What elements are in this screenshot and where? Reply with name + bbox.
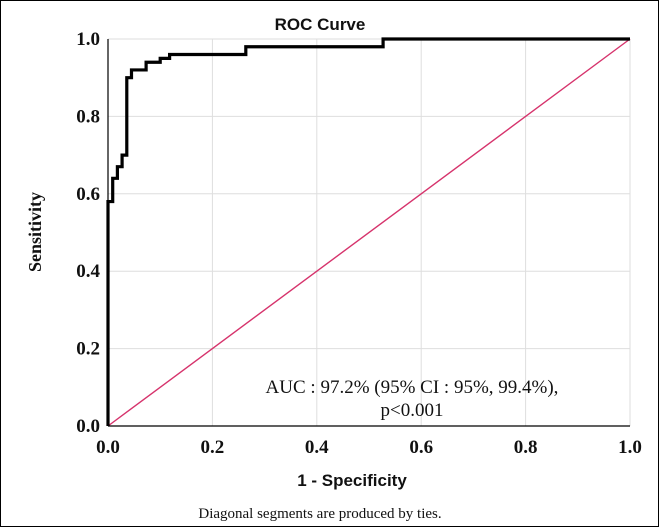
x-tick-label: 1.0 <box>618 437 642 458</box>
y-tick-label: 0.2 <box>76 339 100 360</box>
auc-annotation-line-1: AUC : 97.2% (95% CI : 95%, 99.4%), <box>266 377 559 398</box>
y-tick-label: 0.8 <box>76 106 100 127</box>
auc-annotation-line-2: p<0.001 <box>381 400 444 421</box>
footnote: Diagonal segments are produced by ties. <box>198 506 441 522</box>
y-axis-label: Sensitivity <box>25 192 45 272</box>
x-tick-label: 0.2 <box>201 437 225 458</box>
roc-curve-line <box>106 37 630 426</box>
y-tick-label: 0.6 <box>76 184 100 205</box>
reference-diagonal-line <box>107 38 631 427</box>
axes <box>107 39 630 427</box>
y-tick-label: 1.0 <box>76 29 100 50</box>
y-tick-label: 0.0 <box>76 416 100 437</box>
x-axis-label: 1 - Specificity <box>297 471 407 490</box>
x-tick-labels: 0.0 0.2 0.4 0.6 0.8 1.0 <box>96 437 642 458</box>
x-tick-label: 0.4 <box>305 437 329 458</box>
y-tick-label: 0.4 <box>76 261 100 282</box>
y-tick-labels: 0.0 0.2 0.4 0.6 0.8 1.0 <box>76 29 100 437</box>
chart-title: ROC Curve <box>275 15 366 34</box>
x-tick-label: 0.0 <box>96 437 120 458</box>
x-tick-label: 0.8 <box>514 437 538 458</box>
x-tick-label: 0.6 <box>409 437 433 458</box>
